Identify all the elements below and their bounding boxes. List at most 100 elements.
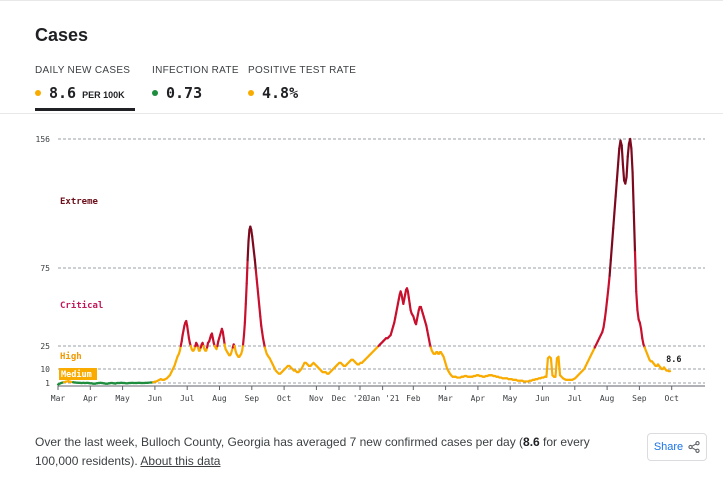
selected-tab-indicator: [35, 108, 135, 111]
series-segment: [258, 288, 259, 297]
risk-band-label: Medium: [61, 369, 92, 380]
x-tick-label: Aug: [600, 394, 615, 403]
series-segment: [604, 319, 605, 327]
series-segment: [606, 299, 607, 310]
share-icon: [688, 441, 700, 453]
y-tick-label: 25: [40, 342, 50, 351]
series-segment: [260, 316, 261, 325]
x-tick-label: Jun: [535, 394, 550, 403]
y-tick-label: 156: [36, 135, 51, 144]
series-segment: [636, 291, 637, 310]
series-segment: [634, 212, 635, 252]
x-tick-label: Oct: [664, 394, 679, 403]
tab-value: 8.6: [49, 84, 76, 102]
series-segment: [617, 164, 618, 180]
series-segment: [611, 244, 612, 260]
series-segment: [607, 288, 608, 299]
series-segment: [616, 180, 617, 196]
x-tick-label: Dec: [332, 394, 347, 403]
series-segment: [627, 157, 628, 178]
metric-tabs: DAILY NEW CASES 8.6 PER 100K INFECTION R…: [35, 65, 455, 111]
x-tick-label: Jul: [568, 394, 583, 403]
summary-value: 8.6: [523, 435, 540, 449]
series-segment: [255, 260, 256, 270]
risk-band-label: High: [60, 351, 82, 362]
series-segment: [555, 358, 557, 377]
share-button[interactable]: Share: [647, 433, 707, 461]
x-tick-label: Jan '21: [366, 394, 400, 403]
x-tick-label: Mar: [51, 394, 66, 403]
series-segment: [257, 279, 258, 288]
series-segment: [249, 230, 250, 241]
series-segment: [247, 260, 248, 284]
x-tick-label: Apr: [471, 394, 486, 403]
status-dot-icon: [248, 90, 254, 96]
series-segment: [546, 358, 548, 377]
series-segment: [558, 357, 560, 375]
series-segment: [618, 149, 619, 165]
tab-label: INFECTION RATE: [152, 65, 239, 76]
series-segment: [248, 241, 249, 260]
x-tick-label: Jul: [180, 394, 195, 403]
x-tick-label: May: [115, 394, 130, 403]
status-dot-icon: [152, 90, 158, 96]
tab-label: DAILY NEW CASES: [35, 65, 130, 76]
series-segment: [614, 196, 615, 212]
series-segment: [613, 212, 614, 228]
risk-band-label: Extreme: [60, 197, 99, 207]
series-segment: [259, 307, 260, 316]
tab-daily-new-cases[interactable]: DAILY NEW CASES 8.6 PER 100K: [35, 65, 130, 102]
series-segment: [633, 172, 634, 212]
cases-line-chart: 1 10 25 75 156 Mar Apr May Jun Jul Aug Sep Oct Nov Dec…: [0, 123, 723, 408]
series-segment: [622, 145, 623, 164]
x-tick-label: Feb: [406, 394, 421, 403]
last-value-label: 8.6: [666, 355, 681, 365]
x-tick-label: Sep: [245, 394, 260, 403]
y-tick-label: 75: [40, 264, 50, 273]
tab-value: 4.8%: [262, 84, 298, 102]
tab-positive-test-rate[interactable]: POSITIVE TEST RATE 4.8%: [248, 65, 356, 102]
series-segment: [628, 144, 629, 157]
series-segment: [605, 310, 606, 319]
about-data-link[interactable]: About this data: [140, 454, 220, 468]
y-tick-label: 10: [40, 365, 50, 374]
x-tick-label: May: [503, 394, 518, 403]
status-dot-icon: [35, 90, 41, 96]
series-segment: [608, 276, 609, 288]
tab-unit: PER 100K: [82, 90, 125, 100]
series-segment: [623, 164, 624, 180]
series-segment: [253, 244, 254, 252]
series-segment: [631, 149, 632, 173]
series-segment: [610, 260, 611, 276]
series-segment: [630, 139, 631, 149]
x-tick-label: Aug: [212, 394, 227, 403]
risk-band-label: Critical: [60, 300, 103, 311]
y-tick-label: 1: [45, 379, 50, 388]
series-segment: [635, 252, 636, 291]
x-tick-label: Jun: [148, 394, 163, 403]
summary-text: Over the last week, Bulloch County, Geor…: [35, 433, 595, 471]
summary-prefix: Over the last week, Bulloch County, Geor…: [35, 435, 523, 449]
card-title: Cases: [35, 25, 88, 46]
series-segment: [551, 358, 553, 375]
series-segment: [637, 310, 638, 319]
tab-infection-rate[interactable]: INFECTION RATE 0.73: [152, 65, 239, 102]
x-tick-label: Nov: [309, 394, 324, 403]
series-segment: [612, 228, 613, 244]
series-segment: [259, 298, 260, 307]
series-segment: [641, 329, 642, 338]
x-tick-label: Mar: [438, 394, 453, 403]
x-tick-label: Sep: [632, 394, 647, 403]
x-tick-label: Oct: [277, 394, 292, 403]
series-segment: [245, 304, 246, 323]
x-tick-label: Apr: [83, 394, 98, 403]
divider: [0, 113, 723, 114]
series-segment: [254, 252, 255, 260]
series-segment: [244, 323, 245, 335]
series-segment: [256, 270, 257, 279]
series-segment: [246, 284, 247, 304]
tab-label: POSITIVE TEST RATE: [248, 65, 356, 76]
share-label: Share: [654, 441, 683, 453]
tab-value: 0.73: [166, 84, 202, 102]
